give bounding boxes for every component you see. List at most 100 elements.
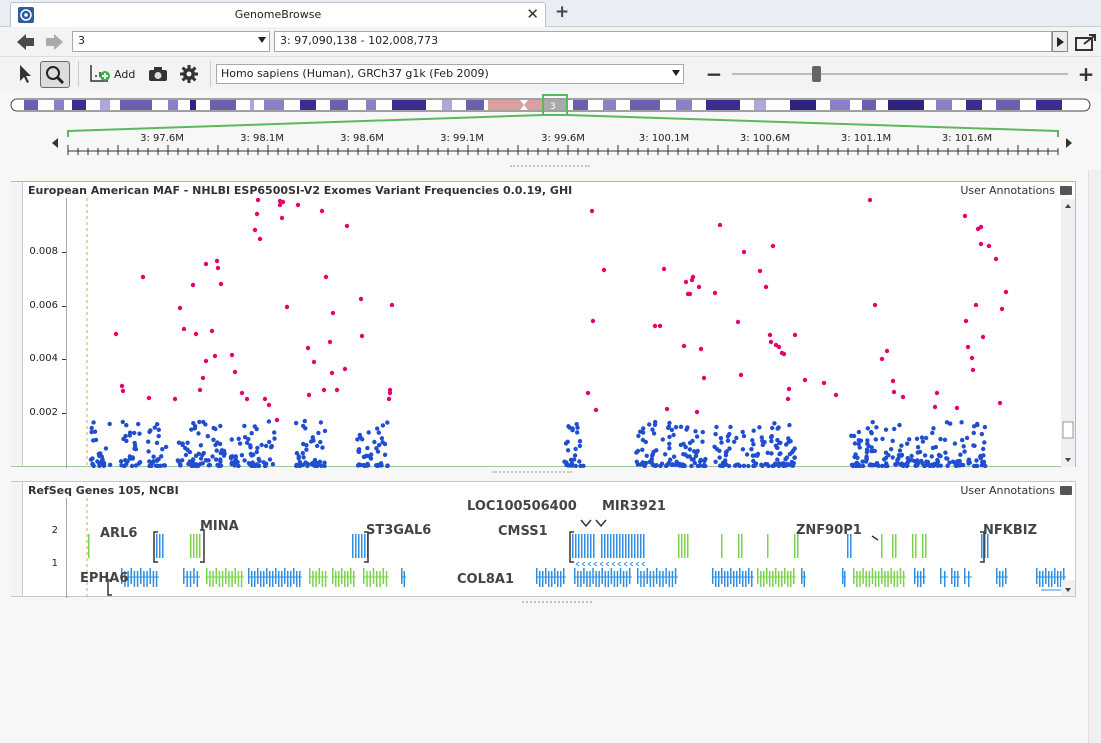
variant-point	[221, 453, 227, 458]
exon	[376, 571, 378, 587]
exon	[379, 571, 381, 587]
exon	[850, 534, 852, 558]
gene-label-col8a1[interactable]: COL8A1	[457, 572, 515, 587]
scroll-left-icon[interactable]	[52, 138, 58, 148]
variant-point	[934, 390, 940, 396]
variant-point	[92, 429, 98, 434]
variant-point	[867, 198, 873, 203]
variant-point	[242, 458, 247, 463]
ideogram-band	[573, 100, 588, 110]
new-tab-icon[interactable]: +	[555, 2, 570, 22]
gene-bracket	[200, 529, 205, 563]
exon	[715, 571, 717, 587]
exon	[968, 571, 970, 587]
ruler-tick-label: 3: 101.6M	[941, 133, 993, 144]
export-icon[interactable]	[1073, 30, 1099, 54]
variant-point	[641, 426, 646, 431]
pointer-icon[interactable]	[12, 61, 38, 87]
zoom-icon[interactable]	[40, 61, 70, 88]
variant-point	[876, 463, 881, 468]
y-tick-mark	[62, 306, 66, 307]
exon	[668, 571, 671, 587]
variant-point	[249, 431, 254, 436]
folder-icon[interactable]	[1060, 186, 1072, 195]
exon	[121, 568, 123, 584]
gene-label-mina[interactable]: MINA	[200, 519, 239, 534]
ruler-tick-label: 3: 100.1M	[638, 133, 690, 144]
chromosome-ideogram[interactable]: 3	[0, 91, 1101, 165]
variant-point	[372, 439, 377, 445]
tab-genomebrowse[interactable]: GenomeBrowse ✕	[10, 2, 546, 27]
exon	[613, 534, 615, 558]
variant-point	[915, 445, 921, 450]
genome-select[interactable]: Homo sapiens (Human), GRCh37 g1k (Feb 20…	[216, 64, 684, 84]
gene-label-mir3921[interactable]: MIR3921	[602, 499, 666, 514]
back-icon[interactable]	[12, 29, 38, 55]
variant-point	[344, 223, 350, 229]
variant-point	[229, 352, 235, 358]
variant-point	[658, 463, 663, 468]
exon	[853, 568, 855, 584]
exon	[260, 571, 262, 587]
gene-label-cmss1[interactable]: CMSS1	[498, 524, 548, 539]
gear-icon[interactable]	[176, 61, 202, 87]
zoom-out-button[interactable]: −	[705, 62, 723, 86]
exon	[1063, 568, 1065, 584]
variant-point	[973, 302, 979, 308]
exon	[296, 571, 298, 587]
chromosome-select[interactable]: 3	[72, 31, 270, 52]
add-track-button[interactable]: Add	[88, 63, 136, 85]
exon	[640, 534, 642, 558]
variant-point	[248, 443, 253, 448]
gene-label-st3gal6[interactable]: ST3GAL6	[366, 523, 432, 538]
variant-point	[667, 434, 672, 440]
variant-point	[643, 461, 648, 466]
variant-point	[387, 387, 393, 393]
variant-point	[205, 434, 210, 439]
gene-label-znf90p1[interactable]: ZNF90P1	[796, 523, 862, 538]
variant-point	[239, 453, 245, 458]
exon	[996, 568, 998, 584]
gene-label-arl6[interactable]: ARL6	[100, 526, 138, 541]
chevron-down-icon	[258, 37, 266, 43]
close-tab-icon[interactable]: ✕	[526, 5, 539, 23]
ideogram-band	[264, 100, 284, 110]
ideogram-band	[72, 100, 86, 110]
resize-handle[interactable]	[510, 165, 590, 169]
resize-handle[interactable]	[522, 601, 592, 605]
camera-icon[interactable]	[146, 61, 170, 87]
go-button[interactable]	[1052, 31, 1068, 52]
variant-point	[717, 222, 723, 228]
zoom-in-button[interactable]: +	[1077, 62, 1095, 86]
resize-handle[interactable]	[492, 471, 572, 475]
track-drag-handle[interactable]	[11, 482, 23, 596]
exon	[572, 534, 574, 558]
folder-icon[interactable]	[1060, 486, 1072, 495]
maf-user-annotations-label[interactable]: User Annotations	[960, 184, 1055, 197]
zoom-slider-handle[interactable]	[812, 66, 821, 82]
gene-models[interactable]	[66, 498, 1066, 598]
exon	[592, 568, 594, 584]
page-scrollbar[interactable]	[1088, 170, 1101, 743]
ruler-tick-label: 3: 99.6M	[541, 133, 585, 144]
maf-scatter-plot[interactable]	[66, 198, 1066, 468]
strand-arrow	[617, 561, 622, 567]
genes-scrollbar[interactable]	[1061, 580, 1075, 596]
location-input[interactable]: 3: 97,090,138 - 102,008,773	[274, 31, 1052, 52]
forward-icon[interactable]	[42, 29, 68, 55]
coordinate-ruler[interactable]: 3: 97.6M 3: 98.1M 3: 98.6M 3: 99.1M 3: 99.6M…	[0, 125, 1101, 170]
maf-scrollbar[interactable]	[1061, 199, 1075, 467]
gene-label-loc100506400[interactable]: LOC100506400	[467, 499, 577, 514]
zoom-slider-track[interactable]	[732, 73, 1068, 75]
genes-track-title: RefSeq Genes 105, NCBI	[28, 484, 179, 497]
gene-label-epha6[interactable]: EPHA6	[80, 571, 129, 586]
exon	[775, 568, 777, 584]
gene-label-nfkbiz[interactable]: NFKBIZ	[983, 523, 1038, 538]
exon	[649, 571, 652, 587]
scroll-right-icon[interactable]	[1066, 138, 1072, 148]
variant-point	[865, 438, 870, 443]
exon	[893, 571, 896, 587]
genes-user-annotations-label[interactable]: User Annotations	[960, 484, 1055, 497]
ruler-tick-label: 3: 97.6M	[140, 133, 184, 144]
track-drag-handle[interactable]	[11, 182, 23, 466]
